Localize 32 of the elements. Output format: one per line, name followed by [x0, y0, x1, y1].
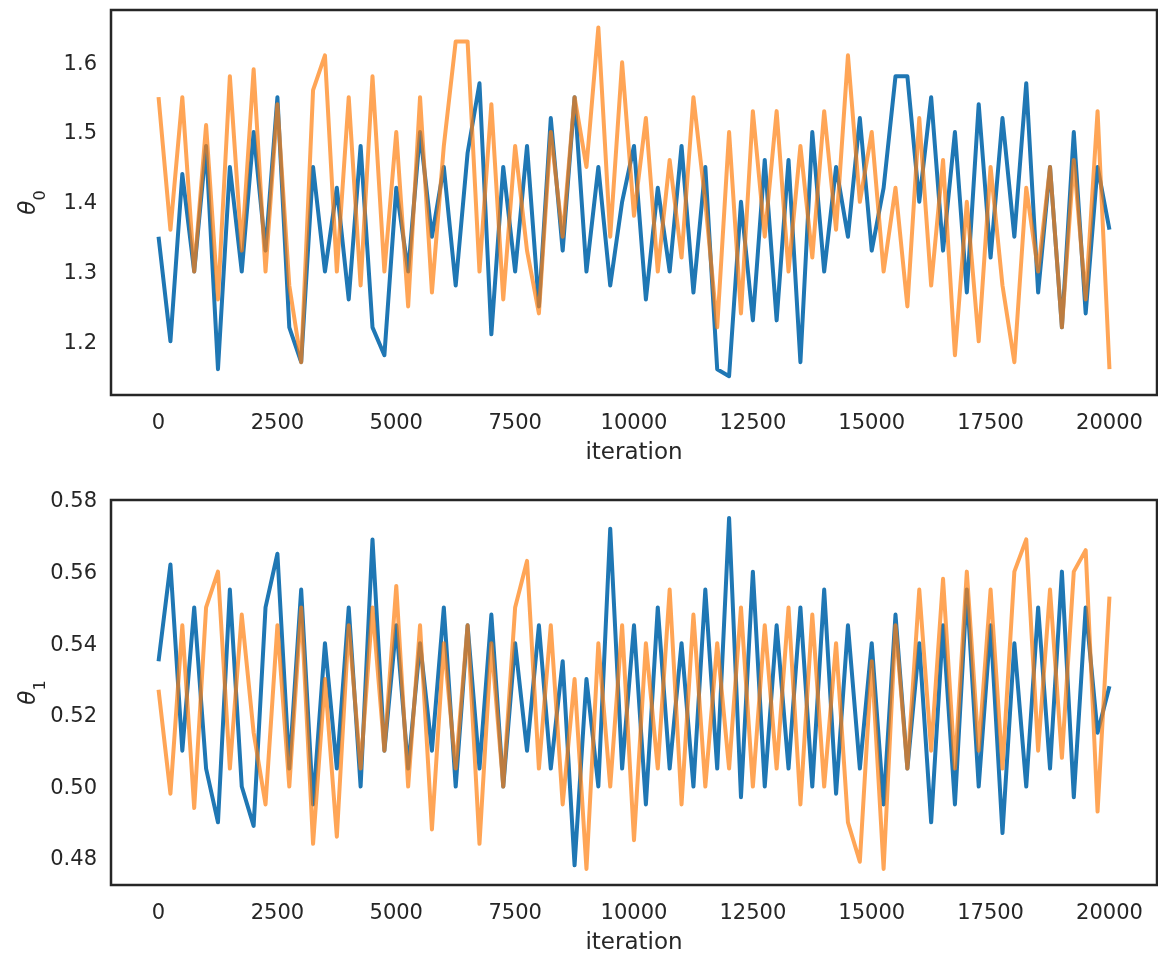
- x-tick-label: 17500: [957, 410, 1024, 434]
- x-tick-label: 10000: [600, 900, 668, 924]
- line-series: [156, 25, 1112, 372]
- x-tick-label: 7500: [488, 900, 542, 924]
- x-tick-label: 12500: [719, 900, 787, 924]
- y-tick-label: 0.48: [50, 846, 97, 871]
- x-axis-title: iteration: [585, 928, 683, 954]
- x-tick-label: 5000: [369, 410, 423, 434]
- y-tick-label: 0.56: [50, 559, 97, 584]
- x-tick-label: 10000: [600, 410, 668, 434]
- y-tick-label: 1.5: [63, 120, 97, 145]
- y-tick-label: 0.52: [50, 703, 97, 728]
- x-axis-title: iteration: [585, 438, 683, 464]
- x-tick-label: 7500: [488, 410, 542, 434]
- y-tick-label: 1.3: [63, 259, 97, 284]
- y-tick-label: 0.50: [50, 774, 97, 799]
- x-tick-label: 20000: [1076, 410, 1143, 434]
- x-tick-label: 15000: [838, 900, 906, 924]
- x-tick-label: 15000: [838, 410, 906, 434]
- y-tick-label: 0.58: [50, 488, 97, 513]
- x-tick-label: 5000: [369, 900, 423, 924]
- y-tick-label: 1.6: [63, 50, 97, 75]
- x-tick-label: 17500: [957, 900, 1024, 924]
- x-tick-label: 2500: [250, 410, 305, 434]
- x-tick-label: 20000: [1076, 900, 1143, 924]
- y-tick-label: 1.4: [63, 190, 97, 215]
- x-tick-label: 0: [151, 410, 166, 434]
- x-tick-label: 12500: [719, 410, 787, 434]
- x-tick-label: 0: [151, 900, 166, 924]
- y-tick-label: 0.54: [50, 631, 97, 656]
- x-tick-label: 2500: [250, 900, 305, 924]
- y-tick-label: 1.2: [63, 329, 97, 354]
